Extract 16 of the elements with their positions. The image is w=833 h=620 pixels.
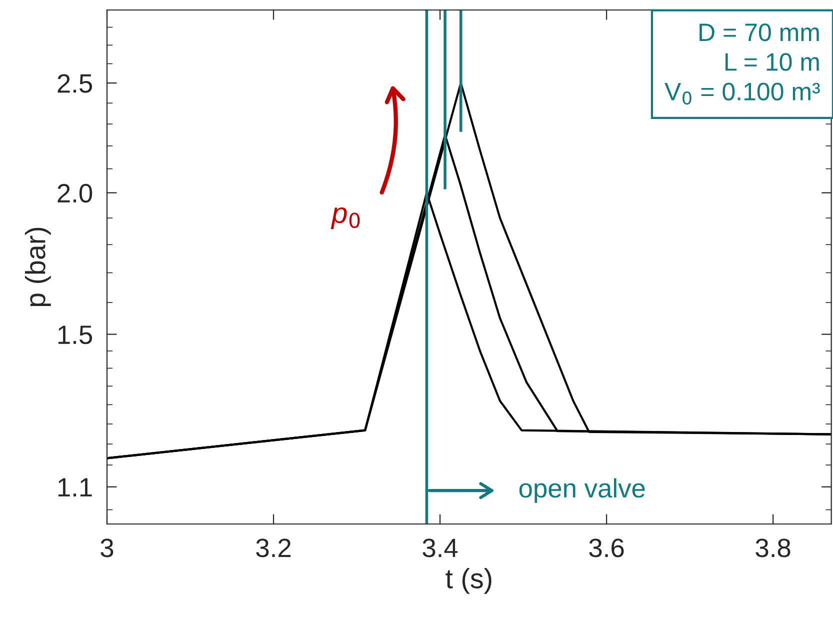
ref-line-label: open valve [519,478,645,503]
annotation: D = 70 mm [700,24,819,42]
x-tick-label: 3.2 [256,538,291,558]
x-axis-title: t (s) [446,568,492,594]
annotation: p$_{0}$ [330,207,360,230]
y-tick-label: 1.1 [58,478,92,496]
y-tick-label: 2.5 [58,74,92,93]
y-axis-title: p (bar) [24,228,51,306]
y-tick-label: 2.0 [58,184,92,203]
x-tick-label: 3.8 [756,538,790,558]
x-tick-label: 3 [100,538,114,558]
annotation: L = 10 m [725,53,819,71]
x-tick-label: 3.4 [422,538,458,558]
x-tick-label: 3.6 [589,538,624,558]
annotation: V$_{0}$ = 0.100 m³ [664,82,820,105]
y-tick-label: 1.5 [58,326,92,344]
